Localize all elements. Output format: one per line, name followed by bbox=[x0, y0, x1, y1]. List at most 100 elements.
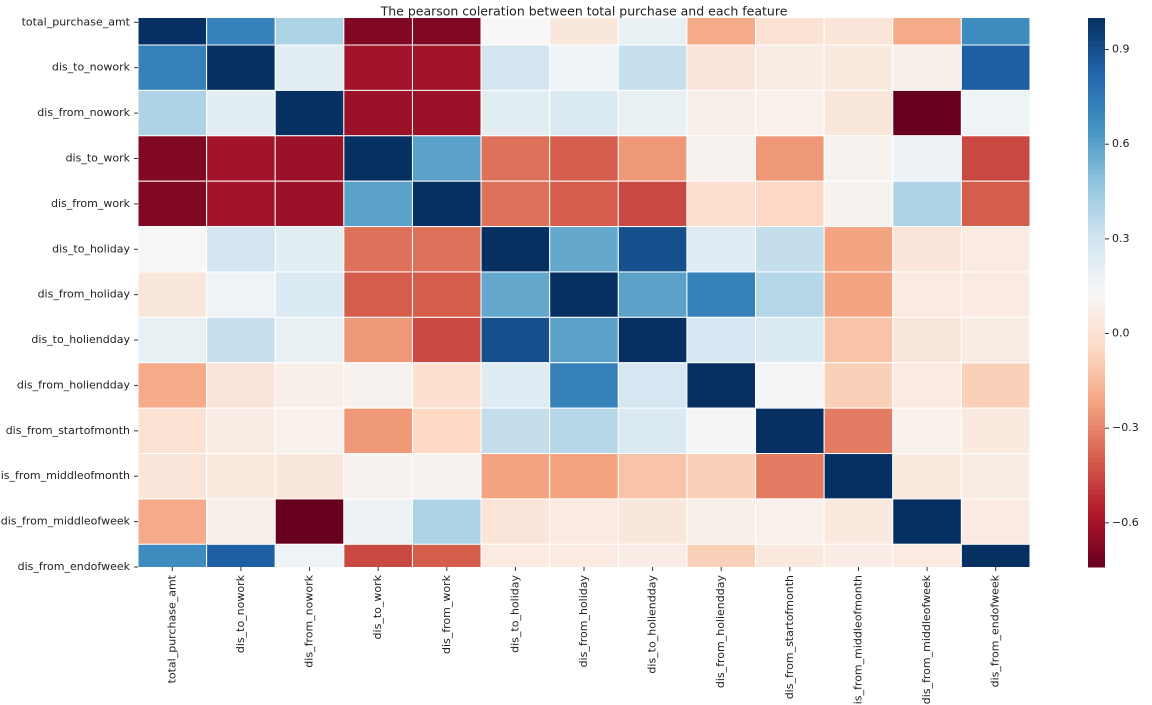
heatmap-cell bbox=[343, 180, 413, 228]
x-tick-label: dis_from_middleofmonth bbox=[851, 575, 864, 705]
heatmap-cell bbox=[960, 498, 1030, 545]
heatmap-cell bbox=[480, 18, 551, 46]
heatmap-cell bbox=[480, 316, 551, 364]
colorbar-segment bbox=[1088, 502, 1105, 509]
colorbar-segment bbox=[1088, 22, 1105, 28]
y-tick-label: dis_to_holiday bbox=[52, 242, 130, 255]
colorbar-segment bbox=[1088, 475, 1105, 481]
heatmap-cell bbox=[274, 135, 345, 182]
colorbar-segment bbox=[1088, 342, 1105, 348]
y-tick-label: total_purchase_amt bbox=[22, 15, 131, 28]
colorbar-segment bbox=[1088, 507, 1105, 513]
heatmap-cell bbox=[755, 407, 825, 455]
y-tick-label: dis_from_nowork bbox=[37, 106, 130, 119]
heatmap-cell bbox=[206, 453, 276, 500]
colorbar-segment bbox=[1088, 54, 1105, 60]
heatmap-cell bbox=[686, 316, 757, 364]
heatmap-cell bbox=[206, 271, 276, 318]
heatmap-cell bbox=[686, 498, 757, 545]
y-tick-label: dis_to_holiendday bbox=[31, 333, 130, 346]
x-tick-label: dis_to_holiday bbox=[508, 575, 521, 653]
heatmap-cell bbox=[411, 180, 482, 228]
colorbar-segment bbox=[1088, 434, 1105, 440]
colorbar-segment bbox=[1088, 155, 1105, 161]
colorbar-segment bbox=[1088, 265, 1105, 271]
heatmap-cell bbox=[480, 44, 551, 91]
heatmap-cell bbox=[138, 180, 208, 228]
colorbar-segment bbox=[1088, 27, 1105, 33]
chart-title: The pearson coleration between total pur… bbox=[380, 4, 788, 19]
heatmap-cell bbox=[274, 18, 345, 46]
heatmap-cell bbox=[960, 316, 1030, 364]
heatmap-cell bbox=[274, 89, 345, 137]
colorbar-segment bbox=[1088, 187, 1105, 193]
colorbar-segment bbox=[1088, 429, 1105, 435]
x-tick-label: dis_from_nowork bbox=[303, 574, 316, 667]
heatmap-cell bbox=[274, 271, 345, 318]
heatmap-cell bbox=[755, 271, 825, 318]
heatmap-cell bbox=[411, 543, 482, 567]
colorbar-segment bbox=[1088, 210, 1105, 216]
heatmap-cell bbox=[755, 226, 825, 273]
heatmap-cell bbox=[755, 89, 825, 137]
heatmap-cell bbox=[549, 271, 619, 318]
colorbar-segment bbox=[1088, 539, 1105, 545]
colorbar-segment bbox=[1088, 370, 1105, 376]
heatmap-cell bbox=[823, 271, 894, 318]
colorbar-segment bbox=[1088, 324, 1105, 330]
heatmap-cell bbox=[892, 498, 962, 545]
heatmap-cell bbox=[138, 89, 208, 137]
colorbar-segment bbox=[1088, 319, 1105, 326]
heatmap-cell bbox=[960, 543, 1030, 567]
heatmap-cell bbox=[617, 362, 688, 409]
heatmap-cell bbox=[274, 316, 345, 364]
heatmap-cell bbox=[686, 180, 757, 228]
heatmap-cell bbox=[960, 226, 1030, 273]
heatmap-cell bbox=[206, 89, 276, 137]
heatmap-cell bbox=[549, 18, 619, 46]
heatmap-cell bbox=[823, 226, 894, 273]
heatmap-cell bbox=[411, 135, 482, 182]
heatmap-cell bbox=[755, 543, 825, 567]
heatmap-cell bbox=[755, 44, 825, 91]
heatmap-cell bbox=[549, 44, 619, 91]
heatmap-cell bbox=[892, 226, 962, 273]
heatmap-cell bbox=[480, 362, 551, 409]
heatmap-cell bbox=[549, 316, 619, 364]
colorbar-segment bbox=[1088, 498, 1105, 504]
heatmap-cell bbox=[206, 362, 276, 409]
heatmap-cell bbox=[892, 453, 962, 500]
x-tick-label: dis_to_nowork bbox=[234, 574, 247, 653]
colorbar-segment bbox=[1088, 205, 1105, 211]
colorbar-segment bbox=[1088, 150, 1105, 156]
heatmap-cell bbox=[138, 407, 208, 455]
colorbar-segment bbox=[1088, 393, 1105, 399]
heatmap-cell bbox=[549, 135, 619, 182]
heatmap-cell bbox=[274, 407, 345, 455]
heatmap-cell bbox=[138, 543, 208, 567]
colorbar-segment bbox=[1088, 338, 1105, 344]
colorbar-segment bbox=[1088, 402, 1105, 408]
colorbar-segment bbox=[1088, 361, 1105, 367]
heatmap-cell bbox=[138, 271, 208, 318]
heatmap-cell bbox=[686, 407, 757, 455]
heatmap-cell bbox=[138, 226, 208, 273]
heatmap-cell bbox=[206, 135, 276, 182]
colorbar-segment bbox=[1088, 182, 1105, 188]
heatmap-cell bbox=[343, 226, 413, 273]
colorbar-segment bbox=[1088, 72, 1105, 78]
heatmap-cell bbox=[823, 89, 894, 137]
heatmap-cell bbox=[686, 271, 757, 318]
heatmap-cell bbox=[274, 498, 345, 545]
heatmap-cell bbox=[411, 226, 482, 273]
heatmap-cell bbox=[480, 135, 551, 182]
heatmap-cell bbox=[686, 543, 757, 567]
colorbar-tick-label: 0.0 bbox=[1112, 327, 1130, 340]
heatmap-cell bbox=[206, 498, 276, 545]
colorbar-segment bbox=[1088, 562, 1105, 568]
colorbar-segment bbox=[1088, 82, 1105, 88]
heatmap-cell bbox=[617, 271, 688, 318]
heatmap-cell bbox=[960, 44, 1030, 91]
heatmap-cell bbox=[343, 271, 413, 318]
colorbar-segment bbox=[1088, 448, 1105, 454]
